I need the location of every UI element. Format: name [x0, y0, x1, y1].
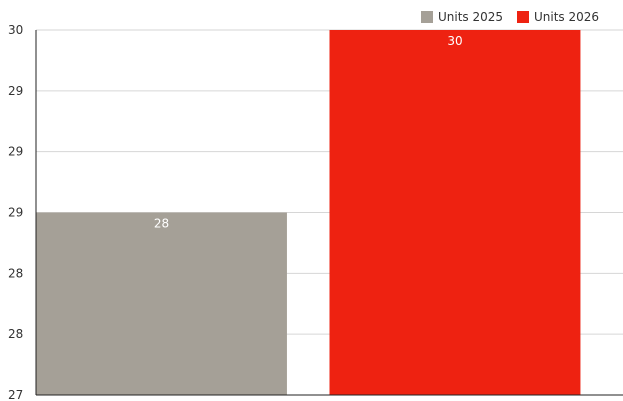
y-tick-label: 29 [8, 145, 23, 159]
y-tick-labels: 27 28 28 29 29 29 30 [8, 23, 23, 401]
y-tick-label: 28 [8, 266, 23, 280]
y-tick-label: 27 [8, 388, 23, 401]
bar-value-labels: 28 30 [154, 34, 463, 231]
bars [36, 30, 581, 395]
y-tick-label: 28 [8, 327, 23, 341]
legend-label: Units 2025 [438, 10, 503, 24]
legend-label: Units 2026 [534, 10, 599, 24]
y-tick-label: 29 [8, 206, 23, 220]
y-tick-label: 30 [8, 23, 23, 37]
legend: Units 2025 Units 2026 [421, 10, 599, 24]
legend-swatch [421, 11, 433, 23]
bar-units-2026 [329, 30, 581, 395]
axes [35, 30, 623, 396]
bar-units-2025 [36, 212, 287, 395]
y-tick-label: 29 [8, 84, 23, 98]
bar-value-label: 30 [447, 34, 462, 48]
bar-value-label: 28 [154, 217, 169, 231]
legend-swatch [517, 11, 529, 23]
